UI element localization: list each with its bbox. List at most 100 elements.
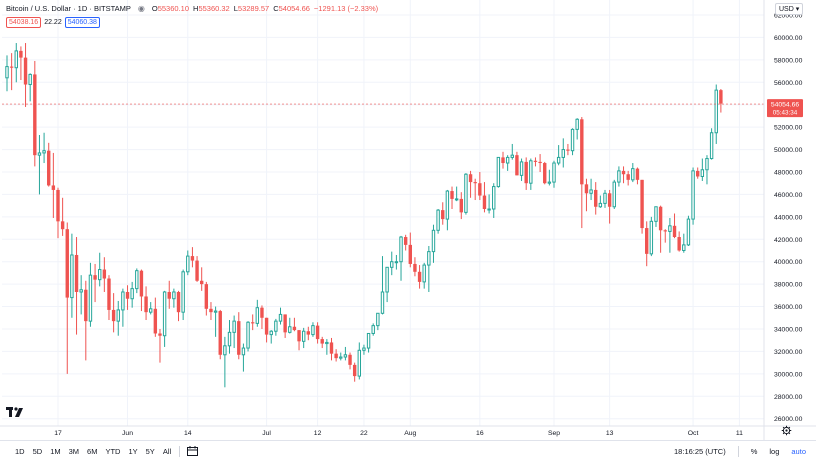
candle [241,343,246,372]
candle [663,229,667,243]
candle [158,328,162,363]
candle [153,297,158,337]
candle-body [580,119,584,185]
bid-price[interactable]: 54038.16 [6,17,42,28]
candle-body [5,66,9,79]
candle [5,55,9,92]
candle [130,281,134,308]
candle-body [139,270,144,297]
candle-body [538,161,542,164]
candle [631,163,635,183]
candle [107,275,111,321]
candle-body [691,170,695,220]
candle-body [686,218,691,246]
candle-body [607,193,612,207]
candle [598,195,603,208]
candle-body [570,128,575,152]
candle [603,189,607,208]
candle [487,194,491,214]
candle-body [278,313,283,322]
symbol-title[interactable]: Bitcoin / U.S. Dollar · 1D · BITSTAMP [6,4,131,13]
candle [505,155,510,171]
candle-body [612,181,616,208]
candle-body [705,158,709,171]
candle [649,216,654,257]
candle-body [301,330,306,342]
candle [464,173,468,215]
price-axis: 62000.0060000.0058000.0056000.0054000.00… [763,0,803,440]
timeframe-3m[interactable]: 3M [68,446,80,456]
time-tick-label: Sep [548,430,560,437]
candle [162,290,167,347]
candle [315,322,320,344]
candle-series [5,43,723,388]
candle-body [529,160,533,184]
candle-body [454,198,459,201]
candle [348,352,352,370]
candle-body [250,322,255,324]
candle [626,170,630,186]
currency-dropdown[interactable]: USD ▾ [775,3,804,15]
candle-body [130,288,134,300]
time-tick-label: 14 [184,430,192,437]
candle-body [417,271,422,282]
candle-body [47,150,51,186]
time-axis: 17 Jun 14 Jul 12 22 Aug 16 Sep 13 Oct 11 [0,425,816,437]
candle-body [617,170,621,183]
candle [422,262,426,289]
candle-body [441,210,445,220]
candle [56,187,60,239]
price-tick-label: 42000.00 [774,237,803,244]
auto-toggle[interactable]: auto [791,446,806,456]
price-tick-label: 50000.00 [774,147,803,154]
price-label-value: 54054.66 [771,102,800,109]
candle-body [107,278,111,310]
percent-toggle[interactable]: % [750,446,758,456]
timeframe-all[interactable]: All [162,446,172,456]
candle [204,281,209,316]
candle [709,128,714,160]
candle-body [408,244,412,264]
timeframe-1m[interactable]: 1M [50,446,61,456]
calendar-range-icon[interactable] [187,446,199,456]
timeframe-6m[interactable]: 6M [87,446,98,456]
candle [306,326,311,341]
candle [543,161,547,185]
candle [232,315,236,349]
candle-body [241,347,246,356]
candle-body [199,280,204,285]
timeframe-5d[interactable]: 5D [32,446,43,456]
candle [431,224,436,263]
eye-icon[interactable]: ◉ [137,4,145,13]
candle-body [292,326,297,331]
candle-body [487,208,491,211]
candle-body [719,90,723,104]
timeframe-1d[interactable]: 1D [15,446,25,456]
clock-time[interactable]: 18:16:25 (UTC) [674,446,726,456]
candle [274,318,278,336]
candle [172,288,176,308]
timeframe-1y[interactable]: 1Y [128,446,138,456]
candle-body [654,206,658,222]
candle-body [232,320,236,333]
candle [51,152,56,218]
toolbar-divider [737,445,739,457]
ask-price[interactable]: 54060.38 [64,17,100,28]
candle [167,280,171,309]
candle [227,320,232,354]
candle [580,117,584,229]
timeframe-5y[interactable]: 5Y [145,446,155,456]
timeframe-ytd[interactable]: YTD [105,446,121,456]
candle [93,263,97,303]
candle-body [366,332,371,349]
candle-body [339,356,343,359]
candle [700,158,705,181]
gear-icon[interactable] [781,425,792,436]
candle [362,344,366,355]
candle-body [603,192,607,204]
log-toggle[interactable]: log [769,446,780,456]
price-tick-label: 58000.00 [774,57,803,64]
time-tick-label: 17 [54,430,62,437]
candle [640,179,644,234]
